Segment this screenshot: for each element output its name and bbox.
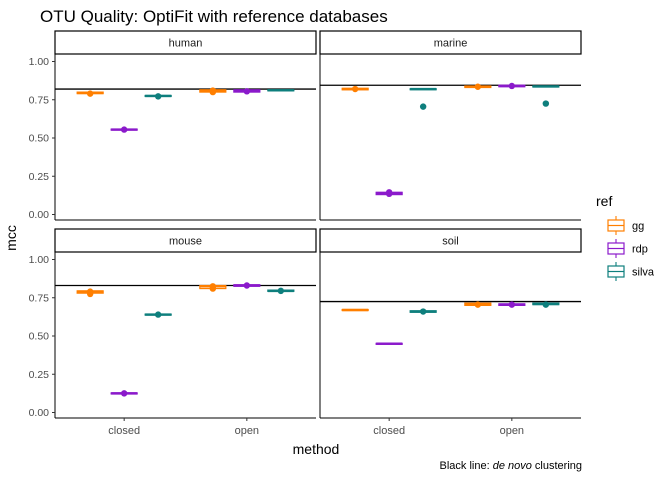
box-closed-rdp [375,342,403,345]
box-open-silva [532,301,560,308]
x-tick-label: open [235,425,259,437]
panels: human marine mouse soil [54,30,582,397]
box-open-rdp [233,88,261,95]
legend-item-silva: silva [607,262,655,281]
facet-soil: soil [319,228,582,345]
y-tick-label: 0.25 [29,369,50,381]
caption-suffix: clustering [531,460,582,472]
outlier-point [419,103,427,110]
caption-emphasis: de novo [492,460,532,472]
legend-item-rdp: rdp [607,239,648,258]
box-open-gg [199,87,227,96]
legend-label: silva [632,267,655,279]
outlier-point [86,90,94,97]
facet-strip-label: soil [442,236,459,248]
y-tick-label: 0.75 [29,94,50,106]
outlier-point [385,189,393,196]
chart-title: OTU Quality: OptiFit with reference data… [40,7,388,26]
facet-axes: 0.00 0.25 0.50 0.75 1.00 [29,54,316,221]
outlier-point [542,100,550,107]
legend: ref gg rdp silva [596,193,655,281]
outlier-point [351,85,359,93]
box-closed-silva [144,93,172,100]
outlier-point [277,287,285,295]
outlier-point [154,311,162,318]
box-closed-gg [341,85,369,93]
box-closed-rdp [110,126,138,133]
axes: 0.00 0.25 0.50 0.75 1.00 0.00 0.25 0.50 0.75 1.00… [29,54,581,437]
facet-strip-label: marine [434,38,468,50]
outlier-point [154,93,162,100]
legend-label: rdp [632,244,648,256]
caption-prefix: Black line: [439,460,493,472]
outlier-point [508,301,516,308]
box-open-silva [267,89,295,92]
facet-strip [54,228,317,253]
box-closed-silva [144,311,172,318]
y-tick-label: 0.75 [29,292,50,304]
box-closed-rdp [110,390,138,397]
x-tick-label: closed [373,425,405,437]
facet-marine: marine [319,30,582,198]
caption: Black line: de novo clustering [440,460,583,472]
facet-axes [319,54,581,221]
outlier-point [508,82,516,90]
facet-strip [319,228,582,253]
x-tick-label: closed [108,425,140,437]
outlier-point [474,83,482,90]
box-open-gg [464,83,492,90]
box-open-rdp [233,282,261,289]
y-tick-label: 1.00 [29,56,50,68]
box-closed-gg [76,90,104,97]
box-open-silva [532,85,560,107]
outlier-point [419,308,427,315]
box-closed-gg [341,308,369,312]
y-tick-label: 0.50 [29,133,50,145]
y-tick-label: 0.00 [29,407,50,419]
box-open-silva [267,287,295,295]
x-axis-label: method [293,441,340,457]
outlier-point [86,288,94,295]
box-closed-silva [409,87,437,110]
box-closed-silva [409,308,437,315]
facet-axes: closed open [319,252,581,437]
facet-axes: 0.00 0.25 0.50 0.75 1.00 closed open [29,252,316,437]
box-open-rdp [498,301,526,308]
box-closed-rdp [375,189,403,198]
outlier-point [120,126,128,133]
facet-strip-label: mouse [169,236,202,248]
facet-mouse: mouse [54,228,317,397]
facet-human: human [54,30,317,133]
y-tick-label: 1.00 [29,254,50,266]
outlier-point [120,390,128,397]
x-tick-label: open [500,425,524,437]
box-open-gg [464,301,492,308]
facet-strip [319,30,582,55]
facet-strip [54,30,317,55]
y-tick-label: 0.50 [29,331,50,343]
y-axis-label: mcc [3,225,19,251]
outlier-point [243,88,251,95]
y-tick-label: 0.25 [29,171,50,183]
box-closed-gg [76,288,104,298]
facet-strip-label: human [169,38,203,50]
outlier-point [542,301,550,308]
box-open-rdp [498,82,526,90]
outlier-point [209,87,217,94]
y-tick-label: 0.00 [29,209,50,221]
legend-label: gg [632,221,644,233]
outlier-point [474,301,482,308]
outlier-point [243,282,251,289]
legend-title: ref [596,193,612,209]
legend-item-gg: gg [607,216,644,235]
box-open-gg [199,283,227,292]
outlier-point [209,283,217,290]
